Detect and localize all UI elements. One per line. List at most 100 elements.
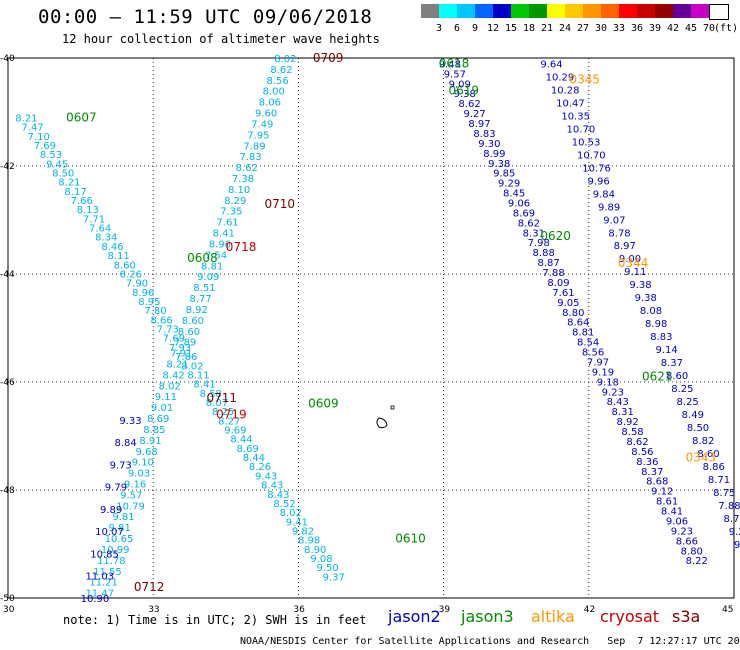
- swh-value: 7.61: [216, 218, 238, 229]
- swh-value: 8.99: [483, 149, 505, 160]
- swh-value: 7.69: [34, 141, 56, 152]
- swh-value: 8.21: [15, 113, 37, 124]
- pass-time-label: 0718: [226, 240, 257, 254]
- swh-value: 7.64: [89, 224, 111, 235]
- swh-value: 7.89: [174, 338, 196, 349]
- swh-value: 7.66: [71, 196, 93, 207]
- footnote: note: 1) Time is in UTC; 2) SWH is in fe…: [63, 613, 367, 627]
- swh-value: 7.97: [587, 357, 609, 368]
- swh-value: 8.25: [671, 384, 693, 395]
- legend-level-label: 3: [435, 23, 443, 34]
- swh-value: 10.07: [95, 527, 124, 538]
- swh-value: 8.61: [656, 497, 678, 508]
- legend-swatch: [601, 4, 619, 18]
- swh-value: 10.90: [81, 594, 110, 605]
- swh-value: 10.29: [546, 72, 575, 83]
- swh-value: 8.09: [547, 278, 569, 289]
- swh-value: 8.78: [608, 228, 630, 239]
- lon-tick-label: 45: [722, 605, 733, 615]
- legend-level-label: 18: [522, 23, 536, 34]
- pass-labels: 0607 0608 0609 0610 0618 0619 0620 0621 0709 0710…: [66, 51, 716, 594]
- page-subtitle: 12 hour collection of altimeter wave hei…: [62, 32, 380, 46]
- legend-swatch: [493, 4, 511, 18]
- swh-value: 8.96: [132, 288, 154, 299]
- swh-value: 9.57: [444, 69, 466, 80]
- swh-value: 9.68: [136, 447, 158, 458]
- swh-value: 7.47: [21, 123, 43, 134]
- swh-value: 7.54: [205, 250, 227, 261]
- swh-value: 8.83: [473, 129, 495, 140]
- swh-value: 9.01: [151, 403, 173, 414]
- legend-level-label: 12: [486, 23, 500, 34]
- swh-value: 9.89: [100, 505, 122, 516]
- legend-level-label: 27: [576, 23, 590, 34]
- pass-time-label: 0609: [308, 397, 339, 411]
- swh-value: 8.75: [713, 488, 735, 499]
- swh-value: 7.38: [232, 174, 254, 185]
- swh-value: 9.50: [316, 563, 338, 574]
- swh-value: 8.77: [189, 294, 211, 305]
- legend-swatch: [547, 4, 565, 18]
- swh-value: 8.11: [187, 370, 209, 381]
- swh-value: 8.02: [181, 361, 203, 372]
- swh-value: 8.41: [213, 229, 235, 240]
- swh-value: 9.84: [593, 189, 615, 200]
- legend-swatch: [439, 4, 457, 18]
- swh-value: 9.23: [602, 387, 624, 398]
- swh-value: 9.05: [557, 298, 579, 309]
- swh-value: 8.46: [101, 242, 123, 253]
- legend-level-label: 70: [702, 23, 716, 34]
- swh-value: 8.69: [513, 208, 535, 219]
- swh-value: 9.12: [651, 487, 673, 498]
- swh-value: 9.85: [493, 169, 515, 180]
- swh-value: 8.44: [230, 435, 252, 446]
- legend-swatch: [457, 4, 475, 18]
- lat-tick-label: -40: [0, 54, 15, 64]
- swh-value: 8.07: [206, 398, 228, 409]
- swh-value: 7.80: [144, 306, 166, 317]
- swh-value: 8.41: [194, 380, 216, 391]
- sat-cryosat-label: cryosat: [600, 607, 660, 626]
- swh-value: 8.13: [77, 205, 99, 216]
- swh-value: 9.43: [255, 471, 277, 482]
- pass-time-label: 0620: [540, 229, 571, 243]
- swh-value: 9.19: [592, 367, 614, 378]
- pass-time-label: 0344: [618, 256, 649, 270]
- swh-value: 8.37: [641, 467, 663, 478]
- swh-value: 8.91: [139, 436, 161, 447]
- credit-footer: NOAA/NESDIS Center for Satellite Applica…: [240, 636, 740, 647]
- lon-tick-label: 33: [148, 605, 159, 615]
- swh-value: 9.07: [603, 215, 625, 226]
- sat-altika-label: altika: [531, 607, 575, 626]
- swh-value: 9.24: [729, 527, 740, 538]
- page-title: 00:00 – 11:59 UTC 09/06/2018: [38, 6, 373, 28]
- swh-value: 9.14: [656, 345, 678, 356]
- swh-value: 8.85: [143, 425, 165, 436]
- swh-value: 7.35: [220, 207, 242, 218]
- swh-value: 8.62: [236, 163, 258, 174]
- swh-value: 9.00: [619, 254, 641, 265]
- swh-value: 11.21: [89, 578, 118, 589]
- sat-s3a-label: s3a: [672, 607, 701, 626]
- legend-swatch: [655, 4, 673, 18]
- swh-value: 9.09: [449, 79, 471, 90]
- swh-value: 9.11: [155, 392, 177, 403]
- swh-value: 8.02: [280, 508, 302, 519]
- legend-level-label: 21: [540, 23, 554, 34]
- swh-value: 7.89: [243, 141, 265, 152]
- swh-value: 8.83: [650, 332, 672, 343]
- swh-value: 9.29: [498, 179, 520, 190]
- swh-value: 8.60: [697, 449, 719, 460]
- swh-value: 8.56: [631, 447, 653, 458]
- swh-value: 9.37: [323, 572, 345, 583]
- swh-value: 7.83: [240, 152, 262, 163]
- swh-value: 7.73: [157, 325, 179, 336]
- swh-value: 8.25: [676, 397, 698, 408]
- pass-time-label: 0345: [569, 73, 600, 87]
- swh-value: 10.35: [561, 111, 590, 122]
- pass-time-label: 0719: [216, 407, 247, 421]
- lon-tick-label: 42: [584, 605, 595, 615]
- swh-value: 8.86: [703, 462, 725, 473]
- legend-swatch: [709, 4, 729, 20]
